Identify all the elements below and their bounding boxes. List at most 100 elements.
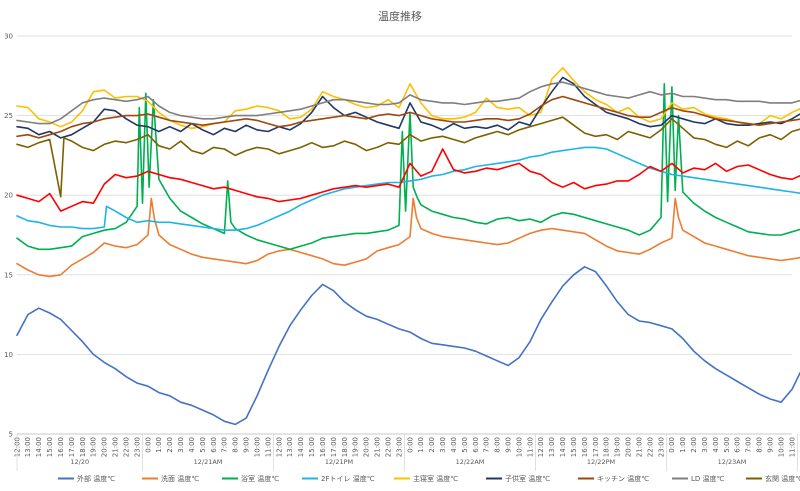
x-tick-label: 0:00 <box>144 437 152 453</box>
x-tick-label: 15:00 <box>46 437 54 457</box>
x-tick-label: 17:00 <box>68 437 76 457</box>
x-tick-label: 2:00 <box>428 437 436 453</box>
x-tick-label: 7:00 <box>745 437 753 453</box>
x-tick-label: 22:00 <box>646 437 654 457</box>
x-tick-label: 10:00 <box>777 437 785 457</box>
x-tick-label: 5:00 <box>723 437 731 453</box>
x-tick-label: 17:00 <box>592 437 600 457</box>
x-tick-label: 21:00 <box>374 437 382 457</box>
series-line <box>16 146 800 231</box>
x-tick-label: 4:00 <box>712 437 720 453</box>
legend-label: 外部 温度℃ <box>77 474 115 483</box>
x-tick-label: 18:00 <box>341 437 349 457</box>
series-line <box>16 81 800 125</box>
legend-label: LD 温度℃ <box>691 474 725 483</box>
x-axis: 12:0013:0014:0015:0016:0017:0018:0019:00… <box>13 433 798 471</box>
y-tick-label: 10 <box>4 351 13 359</box>
series-line <box>16 116 800 198</box>
x-tick-label: 15:00 <box>308 437 316 457</box>
x-tick-label: 16:00 <box>581 437 589 457</box>
x-tick-label: 12:00 <box>275 437 283 457</box>
x-tick-label: 19:00 <box>90 437 98 457</box>
x-tick-label: 2:00 <box>166 437 174 453</box>
x-tick-label: 18:00 <box>603 437 611 457</box>
x-tick-label: 4:00 <box>450 437 458 453</box>
x-tick-label: 9:00 <box>504 437 512 453</box>
x-tick-label: 11:00 <box>788 437 796 457</box>
x-tick-label: 22:00 <box>122 437 130 457</box>
x-tick-label: 7:00 <box>483 437 491 453</box>
x-tick-label: 19:00 <box>352 437 360 457</box>
x-tick-label: 4:00 <box>188 437 196 453</box>
x-tick-label: 3:00 <box>177 437 185 453</box>
x-tick-label: 1:00 <box>679 437 687 453</box>
day-group-label: 12/21AM <box>194 458 223 466</box>
x-tick-label: 14:00 <box>297 437 305 457</box>
day-group-label: 12/22PM <box>587 458 615 466</box>
series-line <box>16 148 800 212</box>
legend-label: 洗面 温度℃ <box>161 474 199 483</box>
x-tick-label: 22:00 <box>384 437 392 457</box>
x-tick-label: 15:00 <box>570 437 578 457</box>
x-tick-label: 3:00 <box>439 437 447 453</box>
legend-label: 浴室 温度℃ <box>241 474 279 483</box>
y-tick-label: 25 <box>4 112 13 120</box>
day-group-label: 12/21PM <box>325 458 353 466</box>
x-tick-label: 10:00 <box>253 437 261 457</box>
legend: 外部 温度℃ 洗面 温度℃ 浴室 温度℃ 2Fトイレ 温度℃ 主寝室 温度℃ 子供室 温度… <box>58 474 800 483</box>
x-tick-label: 16:00 <box>57 437 65 457</box>
legend-label: 子供室 温度℃ <box>505 474 550 483</box>
day-group-label: 12/22AM <box>456 458 485 466</box>
x-tick-label: 21:00 <box>112 437 120 457</box>
series-line <box>16 76 800 139</box>
legend-label: キッチン 温度℃ <box>597 474 649 483</box>
series-line <box>16 95 800 139</box>
x-tick-label: 11:00 <box>264 437 272 457</box>
x-tick-label: 13:00 <box>24 437 32 457</box>
x-tick-label: 19:00 <box>614 437 622 457</box>
x-tick-label: 21:00 <box>635 437 643 457</box>
x-tick-label: 10:00 <box>515 437 523 457</box>
x-tick-label: 13:00 <box>286 437 294 457</box>
legend-label: 2Fトイレ 温度℃ <box>321 474 375 483</box>
series-lines <box>16 67 800 426</box>
x-tick-label: 11:00 <box>526 437 534 457</box>
x-tick-label: 3:00 <box>701 437 709 453</box>
x-tick-label: 8:00 <box>756 437 764 453</box>
x-tick-label: 17:00 <box>330 437 338 457</box>
day-group-label: 12/20 <box>70 458 89 466</box>
series-line <box>16 265 800 426</box>
y-tick-label: 15 <box>4 271 13 279</box>
y-tick-label: 5 <box>9 431 13 439</box>
x-tick-label: 14:00 <box>559 437 567 457</box>
x-tick-label: 6:00 <box>734 437 742 453</box>
x-tick-label: 23:00 <box>133 437 141 457</box>
x-tick-label: 6:00 <box>210 437 218 453</box>
x-tick-label: 12:00 <box>537 437 545 457</box>
x-tick-label: 23:00 <box>395 437 403 457</box>
x-tick-label: 8:00 <box>494 437 502 453</box>
legend-label: 主寝室 温度℃ <box>413 474 458 483</box>
x-tick-label: 0:00 <box>668 437 676 453</box>
x-tick-label: 9:00 <box>243 437 251 453</box>
x-tick-label: 1:00 <box>155 437 163 453</box>
x-tick-label: 20:00 <box>625 437 633 457</box>
x-tick-label: 13:00 <box>548 437 556 457</box>
y-tick-label: 20 <box>4 192 13 200</box>
day-group-label: 12/23AM <box>718 458 747 466</box>
x-tick-label: 14:00 <box>35 437 43 457</box>
legend-label: 玄関 温度℃ <box>765 474 800 483</box>
x-tick-label: 5:00 <box>461 437 469 453</box>
x-tick-label: 20:00 <box>363 437 371 457</box>
x-tick-label: 23:00 <box>657 437 665 457</box>
x-tick-label: 6:00 <box>472 437 480 453</box>
x-tick-label: 2:00 <box>690 437 698 453</box>
x-tick-label: 16:00 <box>319 437 327 457</box>
x-tick-label: 9:00 <box>766 437 774 453</box>
x-tick-label: 0:00 <box>406 437 414 453</box>
x-tick-label: 18:00 <box>79 437 87 457</box>
x-tick-label: 7:00 <box>221 437 229 453</box>
x-tick-label: 1:00 <box>417 437 425 453</box>
y-axis: 5 10 15 20 25 30 <box>4 33 13 439</box>
